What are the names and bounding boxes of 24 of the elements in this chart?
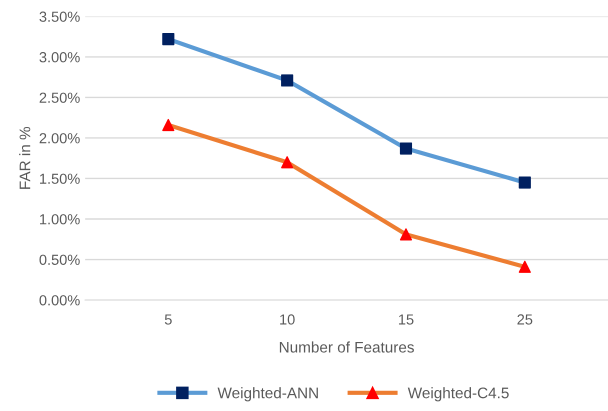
y-tick-label: 3.50%	[39, 12, 80, 22]
y-tick-label: 2.00%	[40, 133, 80, 144]
point	[162, 33, 174, 46]
y-tick-label: 0.50%	[39, 254, 80, 265]
point	[162, 118, 174, 132]
point	[518, 176, 531, 189]
y-tick-label: 1.00%	[40, 214, 80, 224]
y-tick-label: 3.00%	[39, 52, 80, 62]
point	[518, 260, 531, 273]
x-axis-title: Number of Features	[280, 341, 414, 353]
point	[400, 228, 412, 240]
y-tick-label: 1.50%	[40, 174, 80, 184]
y-tick-label: 2.50%	[40, 92, 80, 103]
point	[400, 142, 412, 155]
y-tick-label: 0.00%	[39, 295, 80, 306]
y-axis-title: FAR in %	[19, 126, 30, 189]
x-tick-label: 25	[517, 314, 532, 325]
legend-label: Weighted-ANN	[218, 387, 318, 402]
legend-label: Weighted-C4.5	[408, 387, 509, 402]
point	[281, 74, 294, 87]
point	[281, 156, 294, 168]
x-tick-label: 10	[280, 314, 295, 325]
x-tick-label: 5	[164, 314, 172, 325]
x-tick-label: 15	[398, 314, 414, 325]
